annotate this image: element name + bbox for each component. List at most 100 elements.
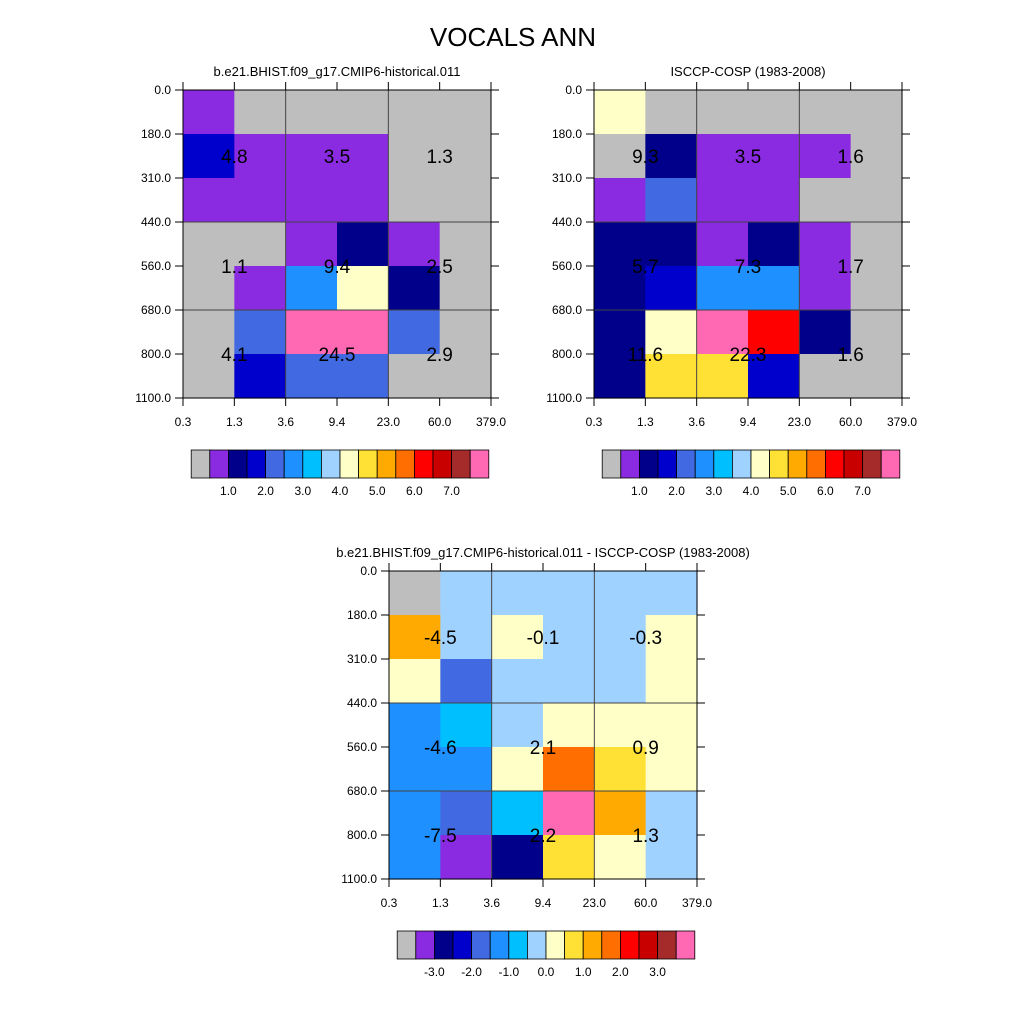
heatmap-cell [543,615,595,660]
colorbar-swatch [471,930,491,960]
heatmap-cell [696,310,749,355]
heatmap-cell [645,791,698,836]
y-tick-label: 180.0 [552,127,582,141]
heatmap-cell [645,834,698,880]
block-value-label: -4.5 [424,628,457,649]
heatmap-cell [594,222,646,267]
heatmap-cell [183,353,235,399]
y-tick-label: 310.0 [552,171,582,185]
panel-title: ISCCP-COSP (1983-2008) [670,64,825,79]
heatmap-cell [696,90,749,135]
panel-title: b.e21.BHIST.f09_g17.CMIP6-historical.011 [214,64,461,79]
heatmap-cell [748,90,800,135]
heatmap-cell [594,90,646,135]
colorbar-swatch [489,930,510,960]
block-value-label: -0.1 [527,628,560,649]
colorbar-swatch [620,449,640,479]
colorbar-swatch [227,449,248,479]
heatmap-cell [234,134,287,179]
x-tick-label: 379.0 [887,415,917,429]
heatmap-cell [645,222,698,267]
x-tick-label: 1.3 [637,415,654,429]
heatmap-cell [850,310,903,355]
colorbar-swatch [396,930,417,960]
heatmap-cell [594,791,647,836]
heatmap-cell [234,177,287,223]
heatmap-cell [696,353,749,399]
colorbar-swatch [638,930,659,960]
colorbar-label: 5.0 [369,484,386,498]
block-value-label: 2.1 [530,738,556,759]
heatmap-cell [285,134,338,179]
heatmap-cell [850,134,903,179]
block-value-label: 1.7 [837,257,863,278]
block-value-label: 22.3 [730,345,767,366]
panel-title: b.e21.BHIST.f09_g17.CMIP6-historical.011… [336,545,750,560]
y-tick-label: 800.0 [347,828,377,842]
heatmap-cell [594,615,647,660]
colorbar-label: 3.0 [649,965,666,979]
block-value-label: 5.7 [632,257,658,278]
heatmap-cell [491,658,544,704]
heatmap-cell [594,703,647,748]
heatmap-cell [389,703,441,748]
colorbar-label: 6.0 [406,484,423,498]
block-value-label: 7.3 [735,257,761,278]
heatmap-cell [439,90,492,135]
heatmap-cell [440,746,493,792]
heatmap-cell [388,222,441,267]
colorbar-label: 6.0 [817,484,834,498]
heatmap-cell [748,222,800,267]
x-tick-label: 379.0 [682,896,712,910]
heatmap-cell [234,90,287,135]
heatmap-cell [337,134,389,179]
heatmap-cell [440,834,493,880]
block-value-label: 9.4 [324,257,351,278]
heatmap-cell [440,658,493,704]
heatmap-cell [440,615,493,660]
y-tick-label: 1100.0 [341,872,377,886]
heatmap-cell [388,177,441,223]
y-tick-label: 680.0 [141,303,171,317]
colorbar-swatch [843,449,864,479]
y-tick-label: 1100.0 [546,391,582,405]
heatmap-cell [183,134,235,179]
block-value-label: 2.5 [426,257,452,278]
heatmap-cell [285,222,338,267]
heatmap-cell [543,571,595,616]
colorbar-swatch [582,930,603,960]
colorbar-swatch [433,930,454,960]
block-value-label: 1.3 [426,147,452,168]
x-tick-label: 23.0 [377,415,401,429]
colorbar-label: 7.0 [854,484,871,498]
colorbar: -3.0 -2.0 -1.0 0.0 1.0 2.0 3.0 [396,930,696,979]
heatmap-cell [439,177,492,223]
colorbar-swatch [415,930,435,960]
colorbar-label: -2.0 [461,965,482,979]
y-tick-label: 440.0 [347,696,377,710]
heatmap-cell [799,310,852,355]
y-tick-label: 310.0 [141,171,171,185]
block-value-label: 3.5 [735,147,761,168]
x-tick-label: 1.3 [432,896,449,910]
heatmap-cell [440,703,493,748]
heatmap-cell [285,90,338,135]
heatmap-cell [439,222,492,267]
heatmap-cell [850,222,903,267]
block-value-label: 2.9 [426,345,452,366]
heatmap-cell [491,834,544,880]
figure-title: VOCALS ANN [430,22,596,52]
colorbar-label: 2.0 [257,484,274,498]
heatmap-cell [543,703,595,748]
colorbar-swatch [880,449,901,479]
block-value-label: -0.3 [629,628,662,649]
heatmap-cell [337,310,389,355]
heatmap-cell [491,571,544,616]
colorbar-swatch [675,930,696,960]
heatmap-cell [594,353,646,399]
colorbar-swatch [545,930,566,960]
heatmap-cell [491,615,544,660]
colorbar-swatch [358,449,378,479]
